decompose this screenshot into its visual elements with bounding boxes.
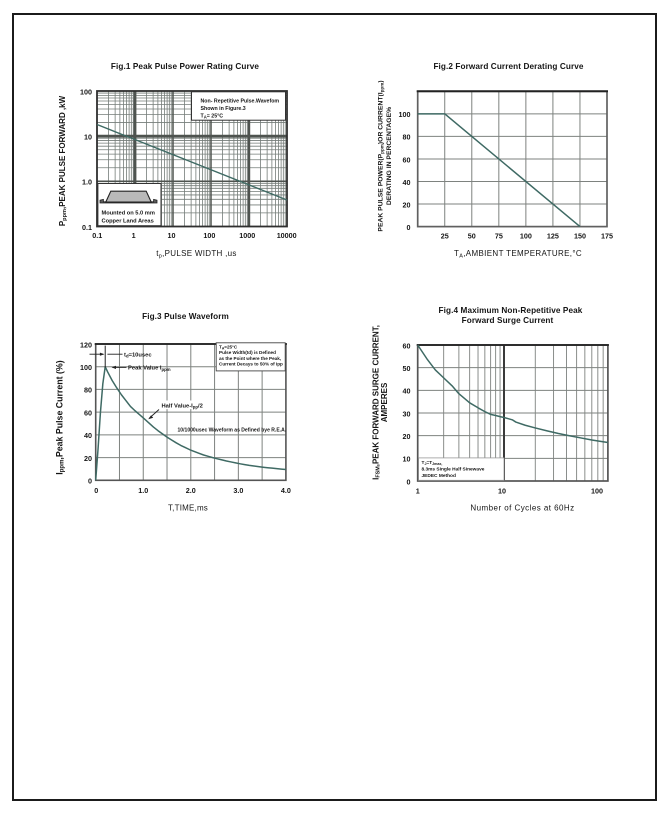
svg-text:175: 175 xyxy=(601,231,613,240)
svg-text:120: 120 xyxy=(80,340,92,349)
svg-text:0.1: 0.1 xyxy=(82,223,92,232)
svg-text:Fig.2 Forward Current Deratin: Fig.2 Forward Current Derating Curve xyxy=(433,62,583,71)
svg-text:Fig.1 Peak Pulse Power Rating: Fig.1 Peak Pulse Power Rating Curve xyxy=(111,62,260,71)
svg-text:Current Decays to 50% of Ipp: Current Decays to 50% of Ipp xyxy=(219,362,283,367)
svg-text:10000: 10000 xyxy=(277,231,297,240)
svg-text:Pulse Width(td) is Defined: Pulse Width(td) is Defined xyxy=(219,350,276,355)
svg-text:TA=25°C: TA=25°C xyxy=(219,344,238,350)
svg-text:IFSM,PEAK FORWARD SURGE CURREN: IFSM,PEAK FORWARD SURGE CURRENT, xyxy=(372,325,382,480)
svg-text:75: 75 xyxy=(495,231,503,240)
svg-text:1.0: 1.0 xyxy=(82,178,92,187)
svg-text:Fig.4 Maximum Non-Repetitive: Fig.4 Maximum Non-Repetitive Peak xyxy=(439,306,583,315)
svg-text:100: 100 xyxy=(399,110,411,119)
svg-text:8.3ms Single Half Sinewave: 8.3ms Single Half Sinewave xyxy=(422,467,485,473)
svg-text:Copper Land Areas: Copper Land Areas xyxy=(102,219,154,225)
svg-text:0: 0 xyxy=(94,486,98,495)
svg-text:100: 100 xyxy=(520,231,532,240)
svg-text:3.0: 3.0 xyxy=(233,486,243,495)
svg-text:80: 80 xyxy=(84,386,92,395)
svg-text:Forward Surge Current: Forward Surge Current xyxy=(462,316,554,325)
svg-text:10: 10 xyxy=(498,487,506,496)
svg-text:AMPERES: AMPERES xyxy=(380,382,389,422)
svg-text:150: 150 xyxy=(574,231,586,240)
svg-text:25: 25 xyxy=(441,231,449,240)
svg-text:Shown in Figure.3: Shown in Figure.3 xyxy=(201,106,246,112)
svg-text:Non- Repetitive Pulse.Wavefom: Non- Repetitive Pulse.Wavefom xyxy=(201,99,280,105)
svg-text:Half Value-Ipp/2: Half Value-Ipp/2 xyxy=(162,403,203,409)
svg-text:tp,PULSE WIDTH ,us: tp,PULSE WIDTH ,us xyxy=(156,249,236,260)
svg-text:PEAK PULSE POWER(Pppm)OR CURRE: PEAK PULSE POWER(Pppm)OR CURRENT(Ippm) xyxy=(378,80,385,231)
svg-text:30: 30 xyxy=(403,409,411,418)
svg-text:1: 1 xyxy=(132,231,136,240)
svg-text:100: 100 xyxy=(591,487,603,496)
svg-text:0: 0 xyxy=(88,477,92,486)
svg-text:Pppm,PEAK PULSE FORWARD ,kW: Pppm,PEAK PULSE FORWARD ,kW xyxy=(58,95,68,226)
svg-text:20: 20 xyxy=(403,200,411,209)
svg-text:JEDEC Method: JEDEC Method xyxy=(422,473,456,479)
svg-text:40: 40 xyxy=(84,431,92,440)
svg-text:td=10usec: td=10usec xyxy=(124,352,152,358)
svg-text:1: 1 xyxy=(416,487,420,496)
svg-text:40: 40 xyxy=(403,387,411,396)
svg-text:T,TIME,ms: T,TIME,ms xyxy=(168,504,208,513)
svg-text:10: 10 xyxy=(168,231,176,240)
svg-text:20: 20 xyxy=(403,432,411,441)
svg-text:1.0: 1.0 xyxy=(138,486,148,495)
svg-text:2.0: 2.0 xyxy=(186,486,196,495)
svg-text:10: 10 xyxy=(84,132,92,141)
svg-text:10: 10 xyxy=(403,455,411,464)
svg-text:20: 20 xyxy=(84,454,92,463)
svg-text:0: 0 xyxy=(407,477,411,486)
svg-text:0: 0 xyxy=(407,223,411,232)
svg-text:4.0: 4.0 xyxy=(281,486,291,495)
svg-text:50: 50 xyxy=(403,364,411,373)
svg-text:1000: 1000 xyxy=(239,231,255,240)
svg-text:125: 125 xyxy=(547,231,559,240)
svg-text:Peak Value Ippm: Peak Value Ippm xyxy=(128,366,171,372)
svg-text:Mounted on 5.0 mm: Mounted on 5.0 mm xyxy=(102,211,155,217)
svg-text:100: 100 xyxy=(203,231,215,240)
svg-text:DERATING IN PERCENTAGE%: DERATING IN PERCENTAGE% xyxy=(386,107,393,205)
svg-text:60: 60 xyxy=(403,155,411,164)
svg-text:80: 80 xyxy=(403,133,411,142)
svg-text:Ippm,Peak Pulse Current (%): Ippm,Peak Pulse Current (%) xyxy=(55,360,66,474)
svg-text:Fig.3 Pulse Waveform: Fig.3 Pulse Waveform xyxy=(142,312,229,321)
svg-text:TJ=TJmax,: TJ=TJmax, xyxy=(422,460,443,466)
svg-text:TA,AMBIENT TEMPERATURE,°C: TA,AMBIENT TEMPERATURE,°C xyxy=(454,249,582,260)
svg-text:TA= 25°C: TA= 25°C xyxy=(201,113,224,119)
svg-text:100: 100 xyxy=(80,87,92,96)
svg-text:100: 100 xyxy=(80,363,92,372)
svg-text:60: 60 xyxy=(403,341,411,350)
svg-text:60: 60 xyxy=(84,408,92,417)
svg-text:0.1: 0.1 xyxy=(92,231,102,240)
svg-text:40: 40 xyxy=(403,178,411,187)
svg-text:as the Point where the Peak,: as the Point where the Peak, xyxy=(219,356,281,361)
svg-text:Number of Cycles at 60Hz: Number of Cycles at 60Hz xyxy=(470,504,574,513)
svg-text:10/1000usec Waveform as Defin: 10/1000usec Waveform as Defined bye R.E.… xyxy=(178,427,287,433)
svg-text:50: 50 xyxy=(468,231,476,240)
